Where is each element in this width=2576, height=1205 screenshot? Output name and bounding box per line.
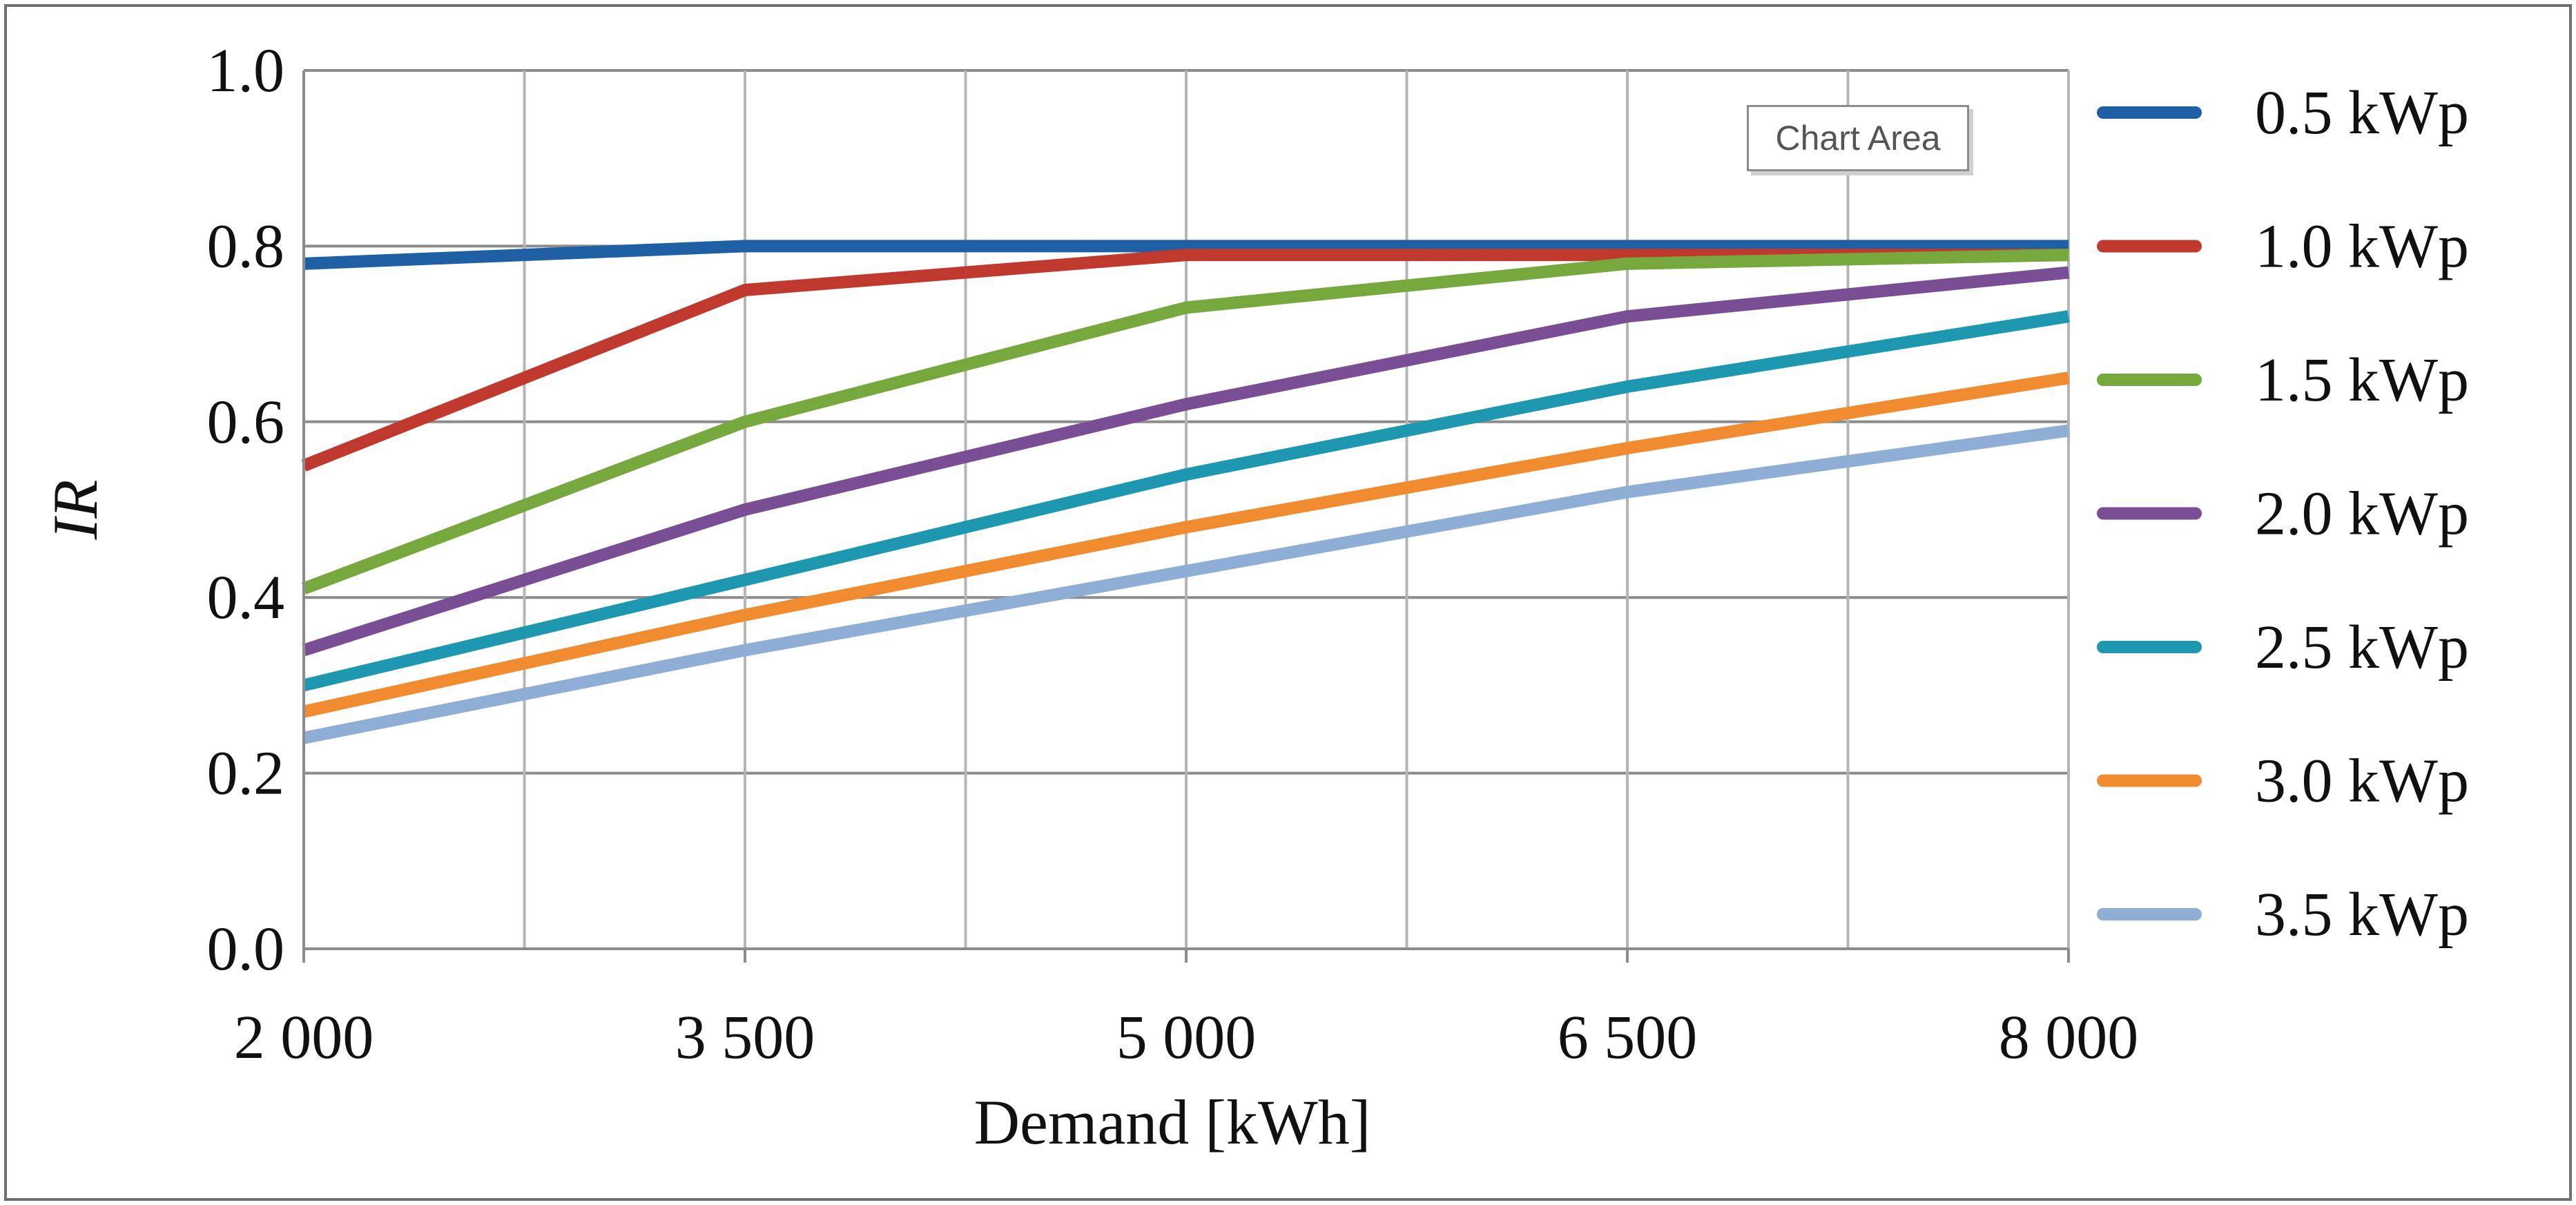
x-axis-title: Demand [kWh]: [974, 1087, 1371, 1157]
series-line: [301, 249, 2069, 595]
x-tick-label: 5 000: [1116, 1003, 1257, 1072]
series-line: [302, 266, 2069, 657]
y-tick-label: 0.6: [207, 388, 285, 456]
series-layer: [301, 240, 2070, 744]
legend-label: 2.5 kWp: [2255, 613, 2469, 682]
series-line: [302, 372, 2070, 718]
legend-label: 2.0 kWp: [2255, 480, 2469, 548]
series-line: [302, 310, 2070, 692]
legend-label: 3.5 kWp: [2255, 880, 2469, 949]
legend-label: 0.5 kWp: [2255, 79, 2469, 147]
legend-label: 1.0 kWp: [2255, 213, 2469, 281]
legend-label: 1.5 kWp: [2255, 346, 2469, 414]
y-axis-title: IR: [40, 480, 110, 541]
x-tick-label: 6 500: [1558, 1003, 1698, 1072]
x-tick-label: 2 000: [234, 1003, 374, 1072]
y-tick-label: 0.8: [207, 212, 285, 280]
axis-layer: 0.0 0.2 0.4 0.6 0.8 1.0 2 000 3 500 5 000 6 500 8 …: [40, 37, 2138, 1157]
chart-area[interactable]: [4, 4, 2572, 1201]
series-line: [303, 240, 2069, 270]
series-line: [302, 424, 2070, 744]
legend-label: 3.0 kWp: [2255, 747, 2469, 816]
y-tick-label: 0.0: [207, 915, 285, 983]
y-tick-label: 0.4: [207, 563, 285, 632]
y-tick-label: 1.0: [207, 37, 285, 105]
legend: 0.5 kWp 1.0 kWp 1.5 kWp 2.0 kWp 2.5 kWp 3.0 k…: [2097, 79, 2469, 949]
x-tick-label: 3 500: [675, 1003, 815, 1072]
chart-area-tooltip: Chart Area: [1747, 105, 1969, 171]
grid-layer: [304, 69, 2070, 950]
x-tick-label: 8 000: [1999, 1003, 2139, 1072]
y-tick-label: 0.2: [207, 740, 285, 808]
